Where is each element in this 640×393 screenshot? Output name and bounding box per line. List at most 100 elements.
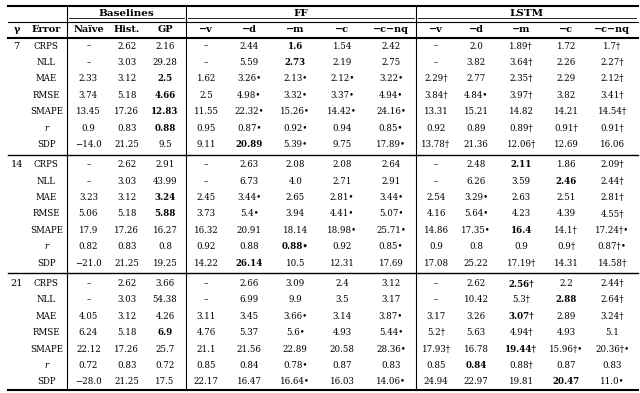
Text: SDP: SDP <box>37 259 56 268</box>
Text: 1.86: 1.86 <box>556 160 576 169</box>
Text: –: – <box>86 177 91 186</box>
Text: 21.36: 21.36 <box>464 140 488 149</box>
Text: 9.9: 9.9 <box>289 296 302 305</box>
Text: 3.03: 3.03 <box>117 177 136 186</box>
Text: 4.16: 4.16 <box>426 209 445 219</box>
Text: RMSE: RMSE <box>33 328 60 337</box>
Text: 14.86: 14.86 <box>424 226 449 235</box>
Text: 0.85•: 0.85• <box>379 242 403 251</box>
Text: 0.78•: 0.78• <box>283 361 307 370</box>
Text: 0.85: 0.85 <box>426 361 445 370</box>
Text: 11.55: 11.55 <box>194 107 219 116</box>
Text: –: – <box>86 296 91 305</box>
Text: 2.54: 2.54 <box>426 193 445 202</box>
Text: 16.32: 16.32 <box>194 226 219 235</box>
Text: 3.03: 3.03 <box>117 58 136 67</box>
Text: 3.82: 3.82 <box>467 58 486 67</box>
Text: 3.32•: 3.32• <box>284 91 307 100</box>
Text: Hist.: Hist. <box>113 26 140 35</box>
Text: 0.87•: 0.87• <box>237 123 262 132</box>
Text: 19.81: 19.81 <box>509 377 534 386</box>
Text: 0.92•: 0.92• <box>283 123 307 132</box>
Text: 12.31: 12.31 <box>330 259 355 268</box>
Text: 2.0: 2.0 <box>469 42 483 51</box>
Text: 2.64: 2.64 <box>381 160 401 169</box>
Text: 3.24†: 3.24† <box>600 312 624 321</box>
Text: 2.62: 2.62 <box>117 160 136 169</box>
Text: –: – <box>204 160 209 169</box>
Text: 3.64†: 3.64† <box>509 58 533 67</box>
Text: 4.41•: 4.41• <box>330 209 355 219</box>
Text: 2.5: 2.5 <box>157 74 173 83</box>
Text: 16.78: 16.78 <box>464 345 489 354</box>
Text: 6.73: 6.73 <box>240 177 259 186</box>
Text: 17.26: 17.26 <box>115 226 139 235</box>
Text: 0.89: 0.89 <box>467 123 486 132</box>
Text: 3.84†: 3.84† <box>424 91 448 100</box>
Text: 5.3†: 5.3† <box>512 296 530 305</box>
Text: −14.0: −14.0 <box>75 140 102 149</box>
Text: RMSE: RMSE <box>33 209 60 219</box>
Text: 3.24: 3.24 <box>154 193 175 202</box>
Text: 9.11: 9.11 <box>196 140 216 149</box>
Text: 26.14: 26.14 <box>236 259 263 268</box>
Text: 14.21: 14.21 <box>554 107 579 116</box>
Text: 25.22: 25.22 <box>464 259 488 268</box>
Text: −c: −c <box>335 26 349 35</box>
Text: CRPS: CRPS <box>34 279 59 288</box>
Text: 16.47: 16.47 <box>237 377 262 386</box>
Text: 5.88: 5.88 <box>154 209 176 219</box>
Text: –: – <box>86 58 91 67</box>
Text: 22.89: 22.89 <box>283 345 308 354</box>
Text: 10.5: 10.5 <box>285 259 305 268</box>
Text: 0.72: 0.72 <box>156 361 175 370</box>
Text: 17.93†: 17.93† <box>421 345 451 354</box>
Text: 0.8: 0.8 <box>469 242 483 251</box>
Text: 2.19: 2.19 <box>332 58 352 67</box>
Text: 14.58†: 14.58† <box>598 259 627 268</box>
Text: 0.9: 0.9 <box>81 123 95 132</box>
Text: 7: 7 <box>13 42 20 51</box>
Text: 4.84•: 4.84• <box>464 91 488 100</box>
Text: 4.66: 4.66 <box>154 91 175 100</box>
Text: 1.62: 1.62 <box>196 74 216 83</box>
Text: 2.71: 2.71 <box>332 177 352 186</box>
Text: 14.31: 14.31 <box>554 259 579 268</box>
Text: 5.18: 5.18 <box>117 328 136 337</box>
Text: γ: γ <box>13 26 20 35</box>
Text: 3.07†: 3.07† <box>508 312 534 321</box>
Text: −m: −m <box>512 26 531 35</box>
Text: 0.95: 0.95 <box>196 123 216 132</box>
Text: 0.92: 0.92 <box>426 123 445 132</box>
Text: 3.26•: 3.26• <box>237 74 261 83</box>
Text: 16.06: 16.06 <box>600 140 625 149</box>
Text: 0.84: 0.84 <box>239 361 259 370</box>
Text: 3.17: 3.17 <box>426 312 445 321</box>
Text: –: – <box>434 58 438 67</box>
Text: 2.63: 2.63 <box>511 193 531 202</box>
Text: SMAPE: SMAPE <box>30 345 63 354</box>
Text: r: r <box>44 123 49 132</box>
Text: 3.66: 3.66 <box>156 279 175 288</box>
Text: 3.12: 3.12 <box>117 193 136 202</box>
Text: 4.94•: 4.94• <box>379 91 403 100</box>
Text: 0.91†: 0.91† <box>554 123 578 132</box>
Text: 3.12: 3.12 <box>117 74 136 83</box>
Text: 18.14: 18.14 <box>283 226 308 235</box>
Text: 2.29†: 2.29† <box>424 74 448 83</box>
Text: −m: −m <box>286 26 305 35</box>
Text: 2.12†: 2.12† <box>600 74 624 83</box>
Text: 0.83: 0.83 <box>381 361 401 370</box>
Text: 2.64†: 2.64† <box>600 296 624 305</box>
Text: –: – <box>204 42 209 51</box>
Text: 25.71•: 25.71• <box>376 226 406 235</box>
Text: 12.83: 12.83 <box>151 107 179 116</box>
Text: 22.12: 22.12 <box>76 345 101 354</box>
Text: 0.84: 0.84 <box>465 361 487 370</box>
Text: 19.25: 19.25 <box>152 259 177 268</box>
Text: 2.56†: 2.56† <box>508 279 534 288</box>
Text: 15.21: 15.21 <box>464 107 489 116</box>
Text: 5.06: 5.06 <box>79 209 98 219</box>
Text: 14.1†: 14.1† <box>554 226 578 235</box>
Text: −c: −c <box>559 26 573 35</box>
